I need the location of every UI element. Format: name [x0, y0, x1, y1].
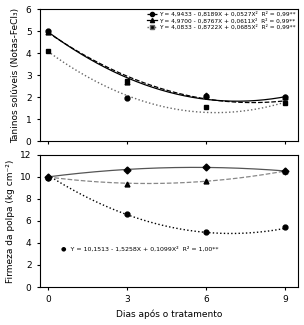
- Legend: Y = 4,9433 - 0,8189X + 0,0527X²  R² = 0,99**, Y = 4,9700 - 0,8767X + 0,0611X²  R: Y = 4,9433 - 0,8189X + 0,0527X² R² = 0,9…: [146, 10, 297, 31]
- Y-axis label: Firmeza da polpa (kg cm⁻²): Firmeza da polpa (kg cm⁻²): [5, 159, 15, 282]
- Text: ●  Y = 10,1513 - 1,5258X + 0,1099X²  R² = 1,00**: ● Y = 10,1513 - 1,5258X + 0,1099X² R² = …: [61, 246, 219, 252]
- X-axis label: Dias após o tratamento: Dias após o tratamento: [116, 310, 223, 319]
- Y-axis label: Taninos solúveis (Notas-FeCl₃): Taninos solúveis (Notas-FeCl₃): [11, 8, 20, 143]
